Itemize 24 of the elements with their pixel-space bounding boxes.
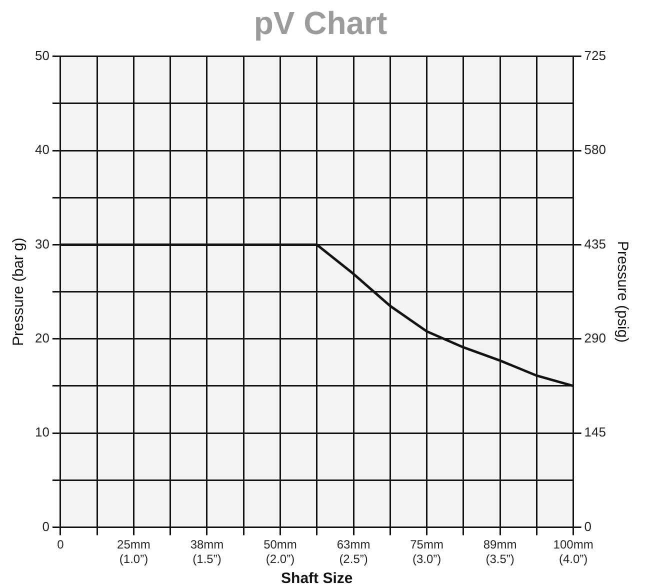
- x-tick-label: 50mm (2.0”): [264, 538, 297, 566]
- y2-tick-label: 435: [584, 236, 606, 252]
- y-tick-label: 30: [34, 236, 50, 252]
- x-tick-label: 89mm (3.5”): [483, 538, 517, 566]
- x-tick-label: 75mm (3.0”): [410, 538, 444, 566]
- y-tick-label: 20: [34, 330, 50, 346]
- y-tick-label: 10: [34, 424, 50, 440]
- x-axis-title: Shaft Size: [281, 570, 353, 588]
- y2-axis-title: Pressure (psig): [614, 240, 631, 343]
- y2-tick-label: 290: [584, 330, 606, 346]
- y-axis-title: Pressure (bar g): [10, 238, 28, 346]
- y-tick-label: 50: [34, 48, 50, 63]
- y-tick-label: 0: [42, 518, 50, 534]
- x-tick-label: 38mm (1.5”): [190, 538, 224, 566]
- y-tick-label: 40: [34, 142, 50, 158]
- x-tick-label: 100mm (4.0”): [553, 538, 594, 566]
- y2-tick-label: 0: [584, 518, 592, 534]
- x-tick-label: 63mm (2.5”): [336, 538, 370, 566]
- x-tick-label: 25mm (1.0”): [117, 538, 150, 566]
- y2-tick-label: 580: [584, 142, 606, 158]
- x-tick-label: 0: [57, 538, 64, 552]
- y2-tick-label: 145: [584, 424, 606, 440]
- y2-tick-label: 725: [584, 48, 606, 63]
- chart-title: pV Chart: [254, 5, 388, 42]
